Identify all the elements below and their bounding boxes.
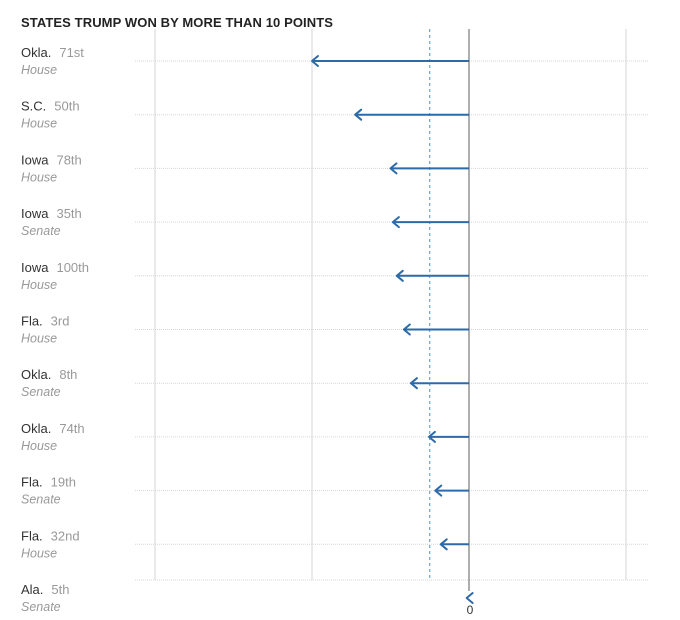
chart-title: STATES TRUMP WON BY MORE THAN 10 POINTS (21, 15, 334, 30)
row-label-chamber: House (21, 117, 57, 131)
row-label-state: Iowa (21, 206, 49, 221)
row-label-chamber: House (21, 170, 57, 184)
arrow-head (389, 162, 398, 175)
row-label-state: Fla. (21, 314, 43, 329)
row-label-chamber: House (21, 546, 57, 560)
row-label-state: Okla. (21, 367, 51, 382)
arrow-head (434, 484, 443, 497)
row-label-chamber: House (21, 439, 57, 453)
row-label-chamber: Senate (21, 600, 61, 614)
row-label-district: 74th (59, 421, 84, 436)
arrow-head (439, 538, 448, 551)
x-tick-label-zero: 0 (467, 603, 474, 617)
row-label-district: 78th (56, 152, 81, 167)
row-label-chamber: House (21, 332, 57, 346)
row-label-chamber: Senate (21, 385, 61, 399)
row-label-district: 8th (59, 367, 77, 382)
row-label-chamber: House (21, 278, 57, 292)
arrow-head (391, 216, 400, 229)
row-label-district: 3rd (51, 314, 70, 329)
row-label-chamber: House (21, 63, 57, 77)
row-label-state: Fla. (21, 528, 43, 543)
row-label-state: S.C. (21, 99, 46, 114)
row-label-state: Okla. (21, 45, 51, 60)
row-label-district: 32nd (51, 528, 80, 543)
arrow-head (409, 377, 418, 390)
arrow-head (402, 323, 411, 336)
row-label-district: 35th (56, 206, 81, 221)
arrow-head (395, 269, 404, 282)
row-label-chamber: Senate (21, 224, 61, 238)
arrow-head (311, 55, 319, 67)
row-label-state: Okla. (21, 421, 51, 436)
row-label-district: 5th (51, 582, 69, 597)
arrow-head (354, 108, 363, 121)
arrow-head (427, 430, 436, 443)
row-label-chamber: Senate (21, 493, 61, 507)
row-label-state: Fla. (21, 475, 43, 490)
row-label-state: Iowa (21, 260, 49, 275)
arrow-head (465, 592, 474, 604)
row-label-state: Ala. (21, 582, 43, 597)
row-label-district: 71st (59, 45, 84, 60)
row-label-state: Iowa (21, 152, 49, 167)
row-label-district: 50th (54, 99, 79, 114)
row-label-district: 100th (56, 260, 89, 275)
row-label-district: 19th (51, 475, 76, 490)
